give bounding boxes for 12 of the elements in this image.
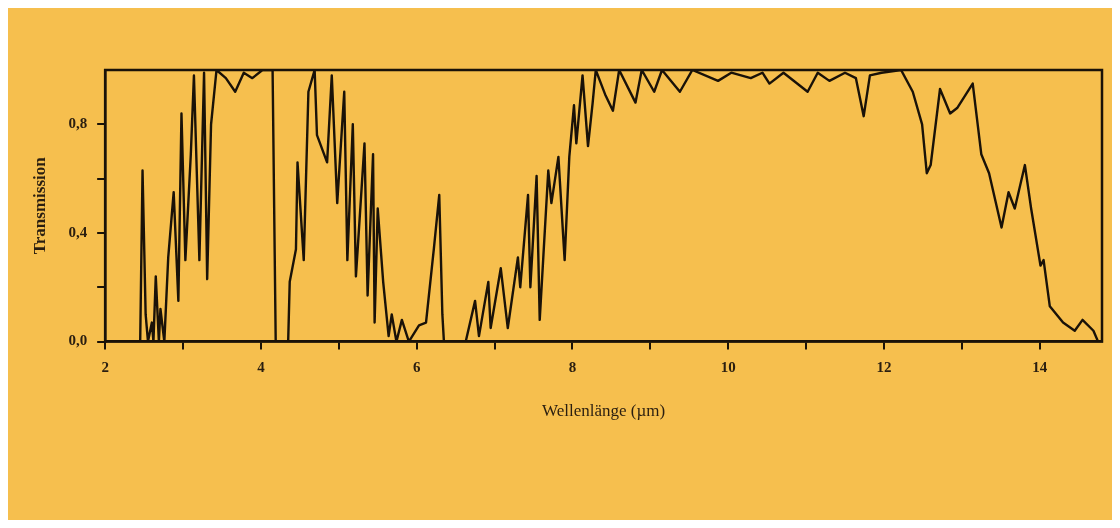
x-tick-label: 4 [257,359,266,376]
x-tick-label: 6 [412,359,421,376]
y-tick-label: 0,4 [68,223,88,240]
x-tick-label: 8 [568,359,577,376]
x-axis-title: Wellenlänge (µm) [542,401,666,421]
x-tick-label: 2 [101,359,109,376]
y-axis-title: Transmission [29,156,49,255]
y-tick-label: 0,8 [68,115,88,132]
y-tick-label: 0,0 [68,332,88,349]
x-tick-label: 14 [1032,359,1048,376]
x-tick-label: 12 [876,359,892,376]
x-tick-label: 10 [720,359,736,376]
